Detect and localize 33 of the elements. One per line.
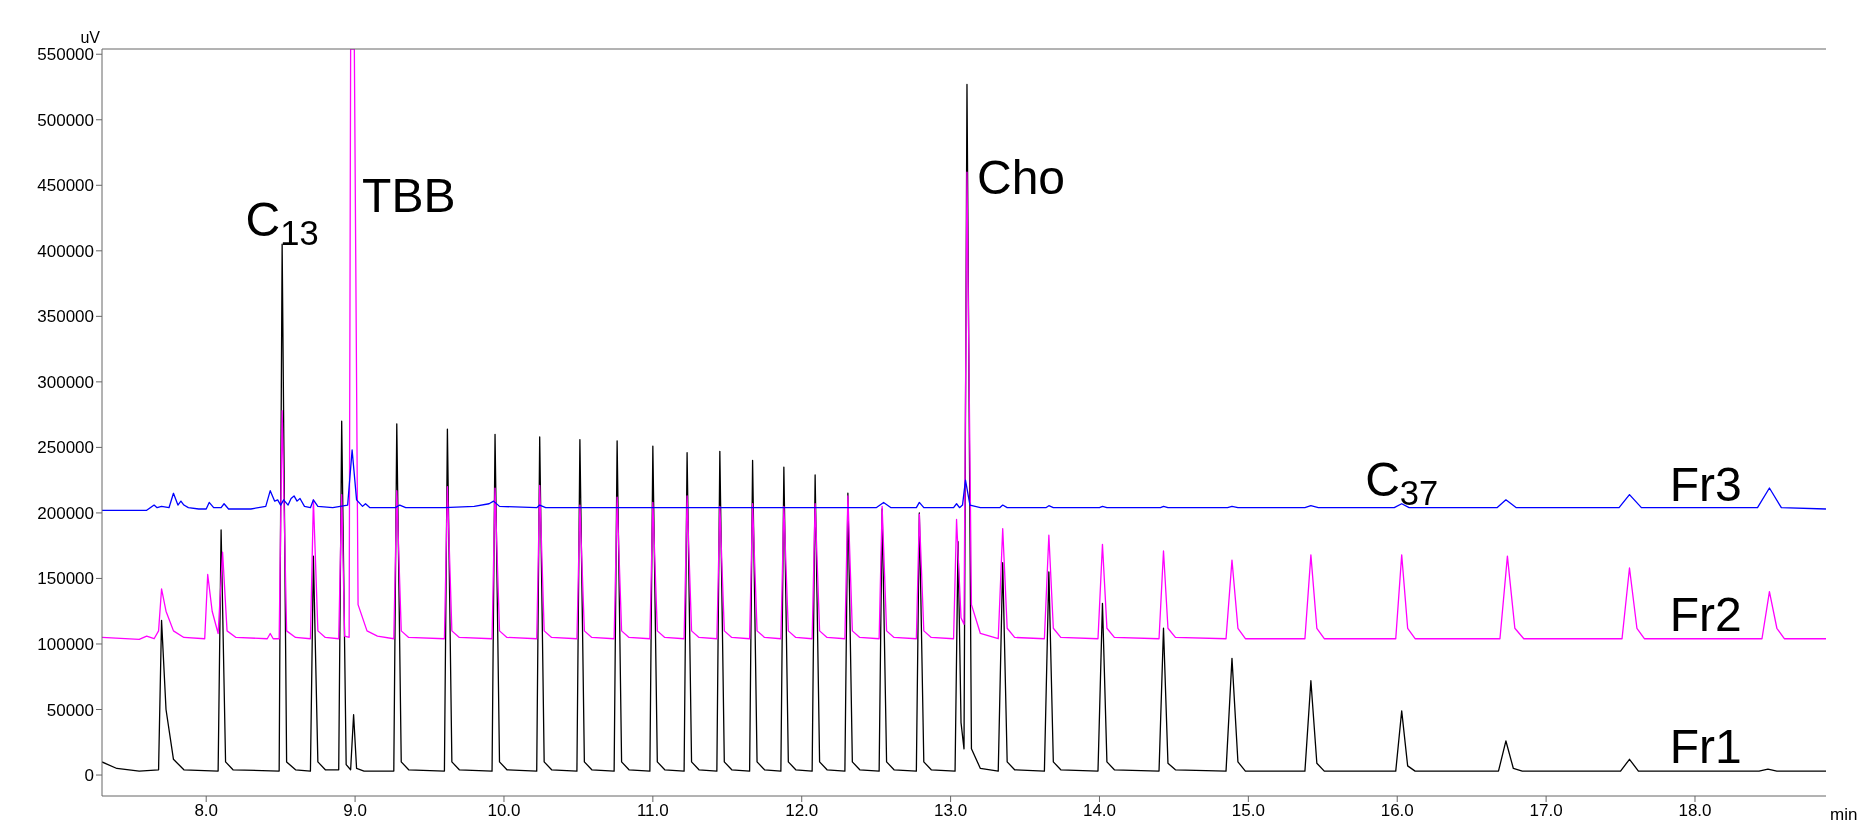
x-tick-label: 13.0 [934, 801, 968, 821]
y-tick-label: 300000 [37, 372, 94, 392]
y-tick-label: 250000 [37, 438, 94, 458]
y-tick-label: 100000 [37, 635, 94, 655]
y-tick-label: 450000 [37, 176, 94, 196]
x-tick-label: 8.0 [194, 801, 219, 821]
x-tick-label: 15.0 [1231, 801, 1265, 821]
x-tick-label: 12.0 [785, 801, 819, 821]
x-tick-label: 18.0 [1678, 801, 1712, 821]
x-tick-label: 10.0 [487, 801, 521, 821]
y-tick-label: 400000 [37, 241, 94, 261]
series-label: Fr1 [1669, 720, 1742, 774]
x-tick-label: 14.0 [1082, 801, 1117, 821]
x-tick-label: 9.0 [343, 801, 367, 821]
annotation: TBB [362, 168, 456, 222]
x-tick-label: 11.0 [636, 801, 669, 821]
y-tick-label: 500000 [37, 110, 94, 130]
series-label: Fr3 [1669, 457, 1742, 511]
y-tick-label: 200000 [37, 503, 94, 523]
x-tick-label: 17.0 [1529, 801, 1563, 821]
y-tick-label: 350000 [37, 307, 94, 327]
annotation: C$_{13}$ [245, 193, 319, 253]
line-series [102, 449, 1826, 511]
y-tick-label: 550000 [37, 45, 94, 65]
y-tick-label: 50000 [46, 700, 94, 720]
y-tick-label: 0 [84, 766, 94, 786]
x-axis-title: min [1830, 805, 1858, 824]
y-tick-label: 150000 [37, 569, 94, 589]
series-label: Fr2 [1669, 587, 1742, 641]
x-tick-label: 16.0 [1380, 801, 1414, 821]
annotation: Cho [976, 151, 1066, 205]
annotation: C$_{37}$ [1365, 452, 1439, 512]
y-axis-title: uV [80, 29, 101, 46]
